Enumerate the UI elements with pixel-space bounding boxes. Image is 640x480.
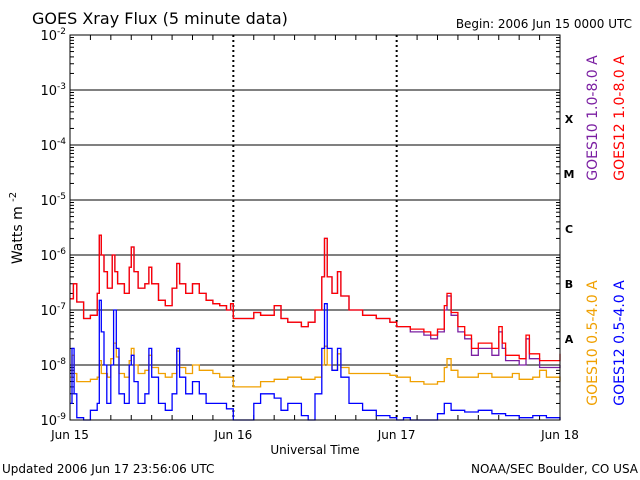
y-axis-label: Watts m -2 bbox=[8, 192, 26, 264]
y-tick-exponent: -7 bbox=[57, 302, 66, 312]
y-tick-exponent: -5 bbox=[57, 192, 66, 202]
legend-entry: GOES10 0.5-4.0 A bbox=[585, 280, 601, 406]
y-tick-base: 10 bbox=[40, 139, 57, 154]
y-tick-label: 10-4 bbox=[40, 137, 66, 154]
flare-class-label: C bbox=[565, 223, 573, 236]
legend-entry: GOES12 0.5-4.0 A bbox=[612, 280, 628, 406]
footer-updated: Updated 2006 Jun 17 23:56:06 UTC bbox=[2, 462, 214, 476]
y-tick-exponent: -4 bbox=[57, 137, 66, 147]
x-axis-label: Universal Time bbox=[270, 443, 359, 457]
y-axis-label-exponent: -2 bbox=[8, 192, 19, 202]
x-axis-ticks: Jun 15 Jun 16 Jun 17 Jun 18 bbox=[50, 428, 579, 442]
y-tick-base: 10 bbox=[40, 29, 57, 44]
legend-entry: GOES10 1.0-8.0 A bbox=[585, 55, 601, 181]
x-tick-label: Jun 17 bbox=[377, 428, 416, 442]
y-tick-base: 10 bbox=[40, 304, 57, 319]
flare-class-label: X bbox=[565, 113, 574, 126]
y-tick-label: 10-6 bbox=[40, 247, 66, 264]
y-tick-exponent: -8 bbox=[57, 357, 66, 367]
footer-credit: NOAA/SEC Boulder, CO USA bbox=[471, 462, 639, 476]
flare-class-labels: X M C B A bbox=[564, 113, 575, 346]
y-tick-base: 10 bbox=[40, 359, 57, 374]
x-tick-label: Jun 16 bbox=[213, 428, 252, 442]
series-line bbox=[70, 234, 561, 362]
chart-title: GOES Xray Flux (5 minute data) bbox=[32, 9, 288, 28]
y-axis-ticks: 10-210-310-410-510-610-710-810-9 bbox=[40, 27, 66, 429]
y-tick-label: 10-7 bbox=[40, 302, 66, 319]
y-tick-label: 10-9 bbox=[40, 412, 66, 429]
x-tick-label: Jun 18 bbox=[540, 428, 579, 442]
y-tick-exponent: -9 bbox=[57, 412, 66, 422]
legend: GOES10 1.0-8.0 A GOES12 1.0-8.0 A GOES10 0… bbox=[585, 55, 628, 406]
y-axis-label-text: Watts m bbox=[10, 206, 26, 264]
x-tick-label: Jun 15 bbox=[50, 428, 89, 442]
plot-frame bbox=[69, 34, 561, 421]
y-tick-exponent: -6 bbox=[57, 247, 66, 257]
flare-class-label: A bbox=[565, 333, 574, 346]
flare-class-label: B bbox=[565, 278, 573, 291]
y-tick-exponent: -3 bbox=[57, 82, 66, 92]
flare-class-label: M bbox=[564, 168, 575, 181]
y-tick-label: 10-8 bbox=[40, 357, 66, 374]
y-tick-base: 10 bbox=[40, 84, 57, 99]
y-tick-base: 10 bbox=[40, 414, 57, 429]
y-tick-label: 10-3 bbox=[40, 82, 66, 99]
y-tick-base: 10 bbox=[40, 249, 57, 264]
y-tick-exponent: -2 bbox=[57, 27, 66, 37]
y-tick-base: 10 bbox=[40, 194, 57, 209]
begin-label: Begin: 2006 Jun 15 0000 UTC bbox=[456, 17, 632, 31]
y-tick-label: 10-5 bbox=[40, 192, 66, 209]
legend-entry: GOES12 1.0-8.0 A bbox=[612, 55, 628, 181]
series-lines bbox=[70, 234, 561, 421]
y-tick-label: 10-2 bbox=[40, 27, 66, 44]
